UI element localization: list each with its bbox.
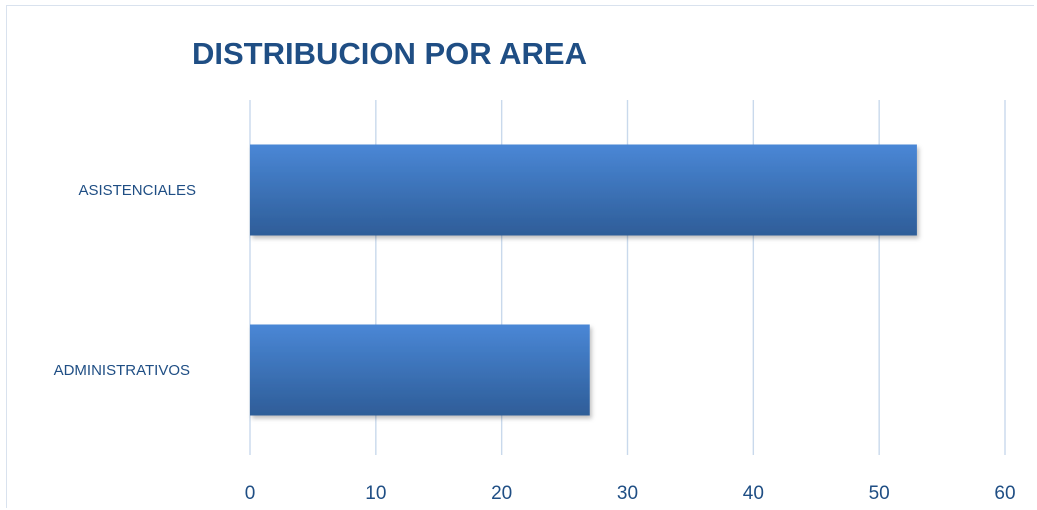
bar-administrativos [250,324,590,416]
category-label-administrativos: ADMINISTRATIVOS [54,362,190,379]
x-tick-label-40: 40 [743,483,764,504]
label-layer: 0 10 20 30 40 50 60 ASISTENCIALES ADMINISTRATIVO… [54,182,1016,504]
x-tick-label-0: 0 [245,483,256,504]
bar-layer [250,144,917,416]
chart-frame [6,5,1034,508]
x-tick-label-10: 10 [365,483,386,504]
x-tick-label-30: 30 [617,483,638,504]
category-label-asistenciales: ASISTENCIALES [78,182,196,199]
x-tick-label-50: 50 [869,483,890,504]
chart-title: DISTRIBUCION POR AREA [192,36,587,71]
x-tick-label-60: 60 [994,483,1015,504]
bar-asistenciales [250,144,917,236]
x-tick-label-20: 20 [491,483,512,504]
